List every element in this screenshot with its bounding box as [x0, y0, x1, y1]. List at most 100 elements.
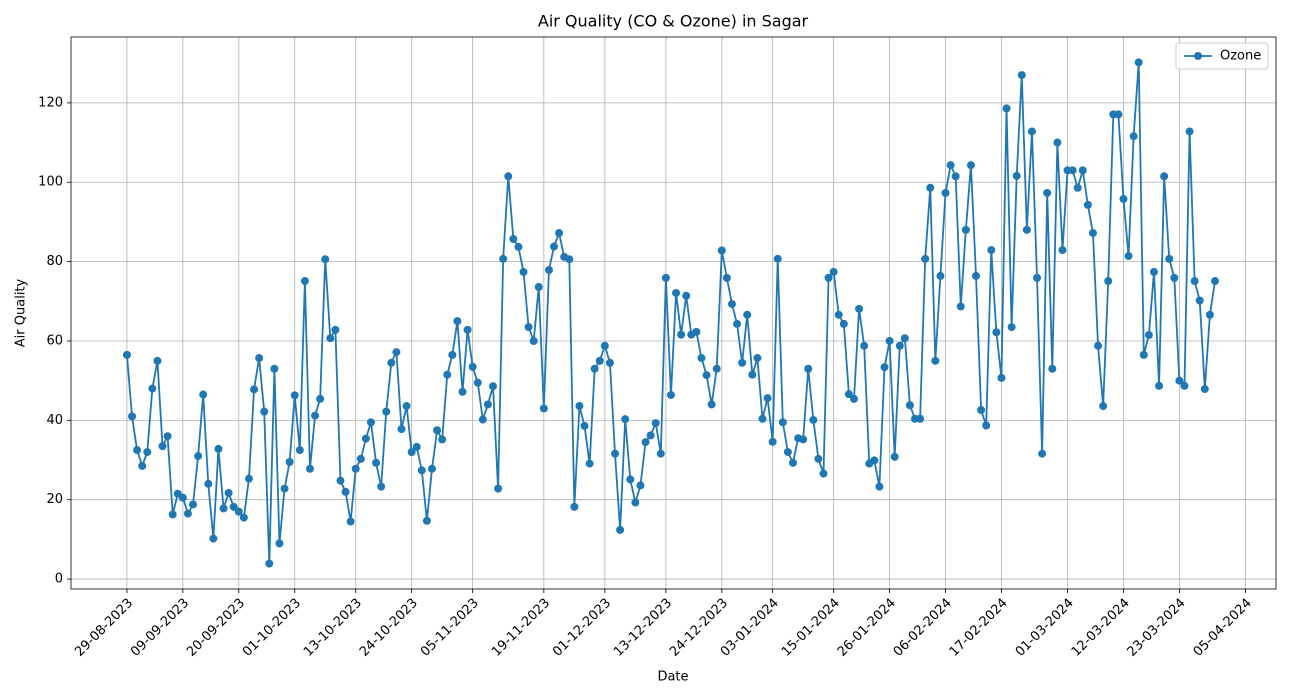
- data-point: [499, 254, 508, 263]
- data-point: [646, 431, 655, 440]
- data-point: [244, 474, 253, 483]
- data-point: [743, 310, 752, 319]
- data-point: [885, 336, 894, 345]
- data-point: [168, 510, 177, 519]
- data-point: [280, 484, 289, 493]
- data-point: [366, 418, 375, 427]
- data-point: [600, 341, 609, 350]
- x-tick-label: 20-09-2023: [184, 596, 248, 660]
- data-point: [1205, 310, 1214, 319]
- data-point: [636, 481, 645, 490]
- x-axis-label: Date: [657, 670, 688, 685]
- x-tick-label: 23-03-2024: [1125, 596, 1189, 660]
- data-point: [1149, 267, 1158, 276]
- x-tick-label: 05-04-2024: [1191, 596, 1255, 660]
- data-point: [788, 458, 797, 467]
- data-point: [178, 493, 187, 502]
- data-point: [239, 513, 248, 522]
- data-point: [1043, 188, 1052, 197]
- y-tick-label: 40: [46, 413, 63, 428]
- data-point: [153, 356, 162, 365]
- data-point: [916, 414, 925, 423]
- data-point: [219, 504, 228, 513]
- data-point: [616, 525, 625, 534]
- data-point: [768, 437, 777, 446]
- data-point: [829, 267, 838, 276]
- y-tick-label: 60: [46, 333, 63, 348]
- data-point: [712, 364, 721, 373]
- chart-title: Air Quality (CO & Ozone) in Sagar: [538, 12, 809, 31]
- data-point: [880, 363, 889, 372]
- data-point: [356, 454, 365, 463]
- data-point: [961, 225, 970, 234]
- data-point: [539, 404, 548, 413]
- data-point: [905, 401, 914, 410]
- x-tick-label: 06-02-2024: [891, 596, 955, 660]
- data-point: [804, 364, 813, 373]
- data-point: [270, 364, 279, 373]
- data-point: [611, 449, 620, 458]
- data-point: [860, 341, 869, 350]
- data-point: [326, 334, 335, 343]
- y-tick-label: 20: [46, 492, 63, 507]
- data-point: [433, 426, 442, 435]
- data-point: [570, 502, 579, 511]
- data-point: [316, 394, 325, 403]
- x-tick-label: 26-01-2024: [835, 596, 899, 660]
- x-tick-label: 05-11-2023: [418, 596, 482, 660]
- x-tick-label: 13-12-2023: [611, 596, 675, 660]
- data-point: [819, 469, 828, 478]
- data-point: [1099, 402, 1108, 411]
- data-point: [158, 442, 167, 451]
- data-point: [992, 328, 1001, 337]
- data-point: [1068, 166, 1077, 175]
- data-point: [494, 484, 503, 493]
- data-point: [534, 283, 543, 292]
- data-point: [1114, 110, 1123, 119]
- data-point: [458, 387, 467, 396]
- x-tick-label: 01-12-2023: [550, 596, 614, 660]
- data-point: [936, 271, 945, 280]
- data-point: [361, 434, 370, 443]
- data-point: [641, 438, 650, 447]
- data-point: [1022, 225, 1031, 234]
- data-point: [519, 267, 528, 276]
- data-point: [666, 390, 675, 399]
- data-point: [133, 446, 142, 455]
- data-point: [926, 183, 935, 192]
- data-point: [351, 464, 360, 473]
- data-point: [382, 407, 391, 416]
- data-point: [763, 394, 772, 403]
- data-point: [941, 188, 950, 197]
- data-point: [692, 327, 701, 336]
- data-point: [555, 229, 564, 238]
- data-point: [346, 517, 355, 526]
- data-point: [550, 242, 559, 251]
- data-point: [982, 421, 991, 430]
- y-axis-label: Air Quality: [14, 278, 29, 347]
- x-tick-label: 01-10-2023: [240, 596, 304, 660]
- data-point: [1033, 273, 1042, 282]
- data-point: [1002, 104, 1011, 113]
- data-point: [204, 479, 213, 488]
- data-point: [875, 482, 884, 491]
- data-point: [778, 418, 787, 427]
- data-point: [972, 271, 981, 280]
- x-tick-label: 19-11-2023: [489, 596, 553, 660]
- data-point: [209, 534, 218, 543]
- data-point: [250, 385, 259, 394]
- data-point: [311, 411, 320, 420]
- data-point: [128, 412, 137, 421]
- data-point: [285, 458, 294, 467]
- data-point: [1170, 273, 1179, 282]
- data-point: [814, 454, 823, 463]
- data-point: [651, 419, 660, 428]
- data-point: [1083, 200, 1092, 209]
- data-point: [733, 319, 742, 328]
- data-point: [824, 273, 833, 282]
- x-tick-label: 01-03-2024: [1013, 596, 1077, 660]
- data-point: [809, 415, 818, 424]
- y-tick-label: 120: [38, 95, 63, 110]
- data-point: [1012, 171, 1021, 180]
